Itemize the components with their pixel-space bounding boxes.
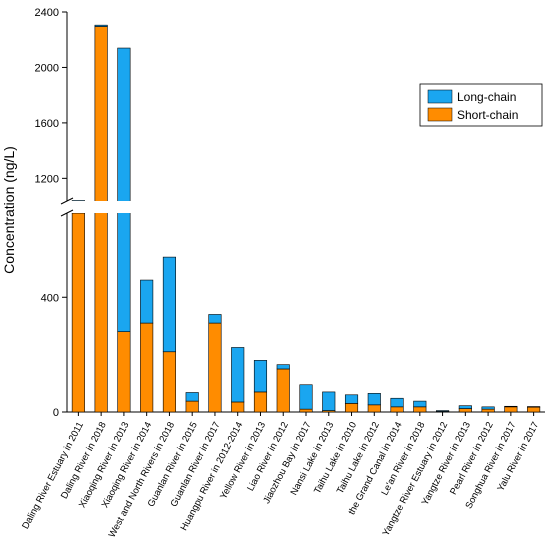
bar-long-chain	[276, 364, 290, 370]
axis-break-gap	[61, 201, 545, 213]
bar-short-chain	[458, 408, 472, 413]
bar-short-chain	[481, 408, 495, 413]
bar-long-chain	[458, 405, 472, 409]
bar-short-chain	[71, 212, 85, 413]
bar-long-chain	[299, 384, 313, 410]
y-tick-label: 400	[41, 292, 59, 304]
bar-short-chain	[367, 404, 381, 413]
legend-label-short-chain: Short-chain	[457, 108, 518, 122]
y-axis-label: Concentration (ng/L)	[1, 146, 17, 274]
bar-short-chain	[504, 406, 518, 413]
legend-swatch-long-chain	[427, 89, 453, 104]
legend-swatch-short-chain	[427, 107, 453, 122]
bar-short-chain	[231, 401, 245, 413]
y-tick-label: 2400	[35, 7, 59, 19]
bar-long-chain	[140, 279, 154, 324]
bar-long-chain	[208, 314, 222, 324]
bar-long-chain	[185, 392, 199, 402]
bar-long-chain	[413, 400, 427, 408]
bar-short-chain	[299, 408, 313, 413]
bar-short-chain	[413, 406, 427, 413]
bar-short-chain	[527, 406, 541, 413]
bar-short-chain	[253, 391, 268, 413]
bar-short-chain	[208, 322, 222, 413]
y-tick-label: 1200	[35, 173, 59, 185]
bar-long-chain	[162, 256, 176, 353]
bar-long-chain	[367, 393, 381, 406]
bar-long-chain	[344, 394, 359, 404]
axis-break-mark	[60, 197, 74, 205]
bar-long-chain	[504, 405, 518, 408]
bar-short-chain	[94, 26, 108, 413]
bar-short-chain	[117, 331, 131, 413]
bar-long-chain	[322, 391, 336, 411]
bar-long-chain	[436, 410, 450, 412]
legend-label-long-chain: Long-chain	[457, 90, 516, 104]
bar-long-chain	[231, 347, 245, 403]
bar-long-chain	[117, 47, 131, 332]
y-tick-label: 2000	[35, 62, 59, 74]
bar-short-chain	[185, 400, 199, 413]
y-tick-label: 0	[53, 407, 59, 419]
y-tick-label: 1600	[35, 118, 59, 130]
bar-long-chain	[390, 397, 404, 408]
legend: Long-chain Short-chain	[419, 83, 543, 127]
axis-break-mark	[60, 209, 74, 217]
bar-long-chain	[94, 24, 108, 27]
bar-short-chain	[140, 322, 154, 413]
bar-short-chain	[390, 406, 404, 413]
bar-long-chain	[527, 406, 541, 408]
bar-long-chain	[481, 406, 495, 410]
bar-short-chain	[276, 368, 290, 413]
bar-short-chain	[162, 351, 176, 413]
bar-long-chain	[253, 360, 268, 393]
bar-short-chain	[344, 403, 359, 413]
